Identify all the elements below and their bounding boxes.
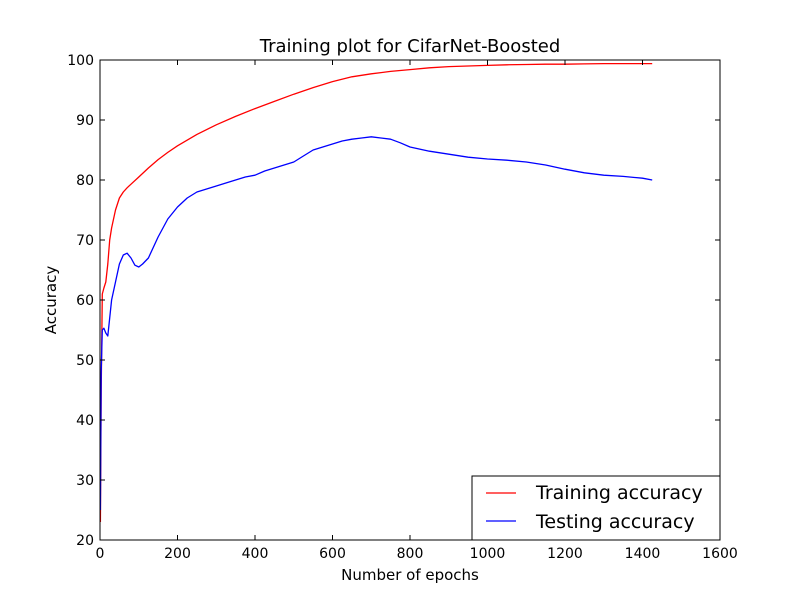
legend-label-testing: Testing accuracy [535, 511, 695, 533]
y-tick-label: 100 [67, 53, 94, 69]
y-tick-label: 40 [76, 413, 94, 429]
x-axis-label: Number of epochs [341, 566, 479, 584]
ticks-layer: 0 200 400 600 800 1000 1200 1400 1600 20 30 40 50 60 7… [67, 53, 738, 562]
y-tick-label: 20 [76, 533, 94, 549]
y-tick-label: 80 [76, 173, 94, 189]
x-tick-label: 1000 [470, 546, 506, 562]
chart-title: Training plot for CifarNet-Boosted [259, 36, 561, 57]
y-tick-label: 70 [76, 233, 94, 249]
legend-label-training: Training accuracy [535, 482, 703, 504]
y-tick-label: 90 [76, 113, 94, 129]
series-layer [99, 62, 653, 523]
series-line-testing-accuracy [99, 136, 653, 511]
y-tick-label: 50 [76, 353, 94, 369]
x-tick-label: 200 [164, 546, 191, 562]
y-tick-label: 60 [76, 293, 94, 309]
x-tick-label: 1200 [547, 546, 583, 562]
y-tick-label: 30 [76, 473, 94, 489]
plot-frame [99, 59, 721, 541]
x-tick-label: 400 [242, 546, 269, 562]
x-tick-label: 1400 [625, 546, 661, 562]
x-tick-label: 800 [397, 546, 424, 562]
series-line-training-accuracy [99, 62, 653, 523]
y-axis-label: Accuracy [42, 266, 60, 335]
plot-area [100, 60, 720, 540]
x-tick-label: 0 [96, 546, 105, 562]
x-tick-label: 1600 [702, 546, 738, 562]
legend: Training accuracy Testing accuracy [471, 475, 721, 541]
legend-box [471, 475, 721, 541]
x-tick-label: 600 [319, 546, 346, 562]
